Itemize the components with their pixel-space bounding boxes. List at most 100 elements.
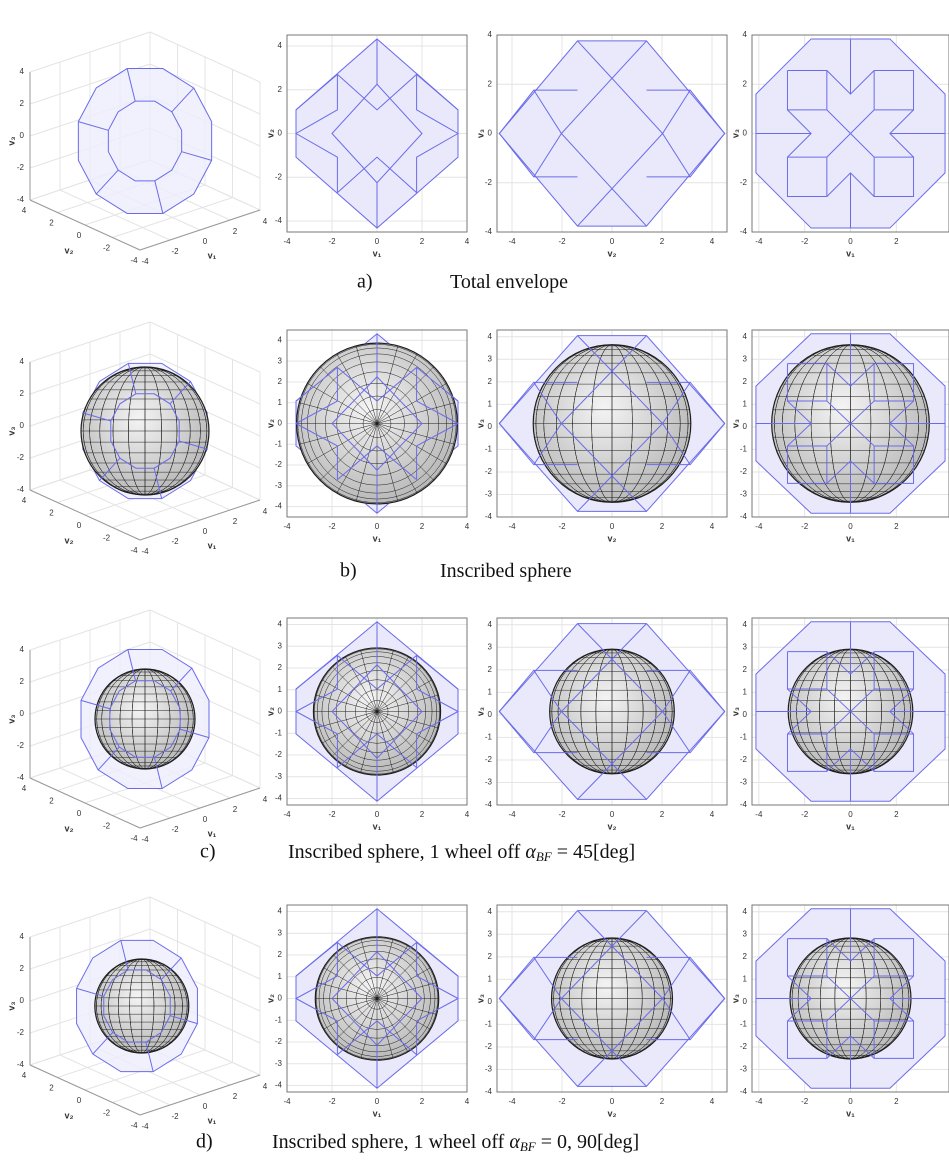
y-tick-label: 1 bbox=[278, 398, 283, 407]
v3-tick-label: -2 bbox=[17, 453, 25, 462]
v3-axis-label: v₃ bbox=[6, 136, 16, 145]
y-tick-label: 1 bbox=[488, 974, 493, 983]
x-tick-label: 2 bbox=[894, 522, 899, 531]
y-tick-label: 0 bbox=[278, 129, 283, 138]
y-tick-label: 2 bbox=[278, 663, 283, 672]
x-tick-label: 0 bbox=[610, 1097, 615, 1106]
x-tick-label: -2 bbox=[328, 522, 336, 531]
y-tick-label: 3 bbox=[743, 354, 748, 363]
y-tick-label: 0 bbox=[743, 710, 748, 719]
v1-tick-label: 4 bbox=[263, 795, 268, 804]
v3-tick-label: -4 bbox=[17, 485, 25, 494]
v1-axis-label: v₁ bbox=[208, 540, 217, 550]
y-tick-label: 2 bbox=[488, 665, 493, 674]
v2-tick-label: 0 bbox=[77, 231, 82, 240]
x-tick-label: -4 bbox=[508, 522, 516, 531]
y-tick-label: 2 bbox=[743, 665, 748, 674]
y-axis-label: v₃ bbox=[475, 129, 485, 138]
y-tick-label: -3 bbox=[740, 778, 748, 787]
y-tick-label: -2 bbox=[740, 467, 748, 476]
y-tick-label: -1 bbox=[485, 1020, 493, 1029]
y-tick-label: 2 bbox=[743, 377, 748, 386]
x-tick-label: 4 bbox=[710, 522, 715, 531]
v2-tick-label: -4 bbox=[130, 256, 138, 265]
v3-tick-label: -4 bbox=[17, 195, 25, 204]
v1-tick-label: 4 bbox=[263, 507, 268, 516]
v1-tick-label: 2 bbox=[233, 805, 238, 814]
x-tick-label: -4 bbox=[283, 237, 291, 246]
v2-tick-label: 4 bbox=[22, 1071, 27, 1080]
v3-tick-label: 0 bbox=[20, 131, 25, 140]
x-tick-label: 0 bbox=[375, 810, 380, 819]
y-tick-label: -2 bbox=[275, 1037, 283, 1046]
y-axis-label: v₂ bbox=[265, 419, 275, 428]
x-tick-label: 2 bbox=[660, 522, 665, 531]
y-axis-label: v₂ bbox=[265, 129, 275, 138]
y-tick-label: 4 bbox=[278, 41, 283, 50]
x-tick-label: 0 bbox=[610, 810, 615, 819]
y-axis-label: v₃ bbox=[730, 707, 740, 716]
x-tick-label: -4 bbox=[508, 810, 516, 819]
x-tick-label: -2 bbox=[328, 810, 336, 819]
x-axis-label: v₁ bbox=[373, 533, 382, 543]
y-tick-label: -4 bbox=[740, 512, 748, 521]
v1-tick-label: 4 bbox=[263, 217, 268, 226]
y-axis-label: v₃ bbox=[730, 129, 740, 138]
x-axis-label: v₁ bbox=[846, 821, 855, 831]
caption-subscript: BF bbox=[520, 1139, 537, 1154]
x-tick-label: 2 bbox=[660, 810, 665, 819]
v2-tick-label: 4 bbox=[22, 206, 27, 215]
v3-tick-label: 4 bbox=[20, 67, 25, 76]
y-tick-label: 4 bbox=[488, 30, 493, 39]
x-tick-label: -4 bbox=[508, 237, 516, 246]
y-tick-label: 0 bbox=[488, 710, 493, 719]
x-tick-label: 2 bbox=[894, 237, 899, 246]
y-tick-label: -4 bbox=[740, 227, 748, 236]
x-tick-label: -2 bbox=[801, 237, 809, 246]
y-tick-label: 3 bbox=[278, 928, 283, 937]
caption-label: b) bbox=[340, 560, 357, 582]
y-tick-label: -3 bbox=[485, 778, 493, 787]
v2-tick-label: 0 bbox=[77, 809, 82, 818]
y-tick-label: -2 bbox=[485, 755, 493, 764]
y-tick-label: 4 bbox=[743, 907, 748, 916]
y-tick-label: 4 bbox=[488, 907, 493, 916]
x-tick-label: -4 bbox=[755, 810, 763, 819]
v3-axis-label: v₃ bbox=[6, 1001, 16, 1010]
caption-equation: = 0, 90[deg] bbox=[536, 1131, 639, 1153]
x-tick-label: -2 bbox=[801, 522, 809, 531]
y-tick-label: -4 bbox=[485, 512, 493, 521]
caption-symbol: α bbox=[509, 1131, 520, 1153]
v1-tick-label: -2 bbox=[171, 247, 179, 256]
y-axis-label: v₃ bbox=[730, 994, 740, 1003]
v2-axis-label: v₂ bbox=[64, 823, 73, 833]
y-axis-label: v₃ bbox=[730, 419, 740, 428]
y-tick-label: -4 bbox=[740, 800, 748, 809]
y-tick-label: 1 bbox=[488, 399, 493, 408]
y-tick-label: 0 bbox=[488, 129, 493, 138]
y-axis-label: v₂ bbox=[265, 994, 275, 1003]
y-tick-label: 0 bbox=[488, 422, 493, 431]
caption: Total envelope bbox=[450, 271, 568, 293]
y-tick-label: -4 bbox=[485, 227, 493, 236]
caption-text: Inscribed sphere, 1 wheel off bbox=[288, 841, 525, 863]
y-tick-label: 1 bbox=[743, 974, 748, 983]
caption-symbol: α bbox=[525, 841, 536, 863]
y-tick-label: -1 bbox=[275, 1015, 283, 1024]
x-tick-label: -4 bbox=[755, 1097, 763, 1106]
x-tick-label: 0 bbox=[375, 1097, 380, 1106]
x-axis-label: v₁ bbox=[373, 1108, 382, 1118]
y-tick-label: 2 bbox=[743, 79, 748, 88]
v3-tick-label: 0 bbox=[20, 421, 25, 430]
y-tick-label: 3 bbox=[743, 642, 748, 651]
x-tick-label: 2 bbox=[420, 1097, 425, 1106]
axis-line bbox=[140, 788, 260, 828]
v2-tick-label: 2 bbox=[49, 1084, 54, 1093]
v3-tick-label: 4 bbox=[20, 357, 25, 366]
y-tick-label: -2 bbox=[275, 460, 283, 469]
x-tick-label: -2 bbox=[328, 1097, 336, 1106]
y-tick-label: -4 bbox=[275, 794, 283, 803]
v3-tick-label: -2 bbox=[17, 741, 25, 750]
x-tick-label: 0 bbox=[848, 1097, 853, 1106]
x-tick-label: 4 bbox=[710, 237, 715, 246]
